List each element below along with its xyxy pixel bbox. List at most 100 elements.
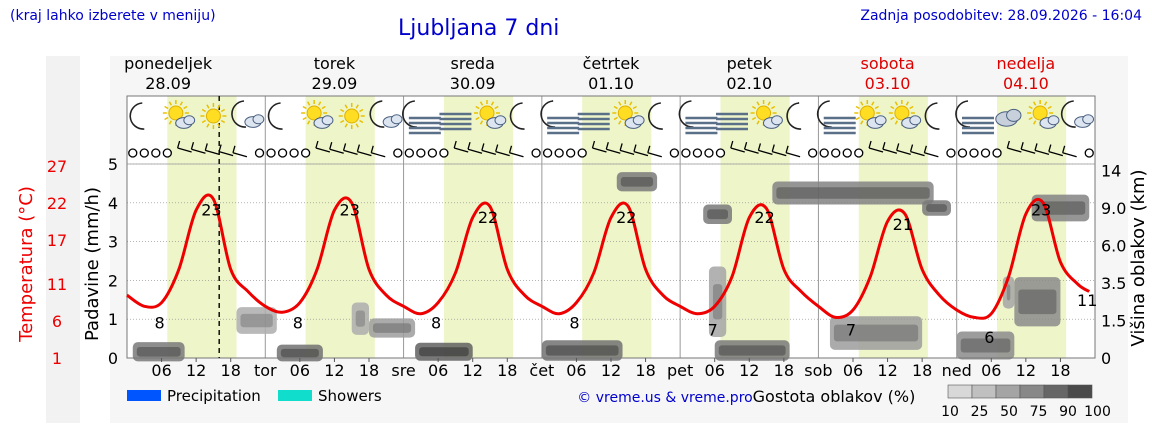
- temperature-extreme-label: 21: [893, 215, 913, 234]
- calm-wind-marker: [681, 148, 691, 158]
- wind-barb-shaft: [329, 148, 344, 154]
- temperature-extreme-label: 22: [754, 208, 774, 227]
- sun-ray: [168, 120, 173, 125]
- sun-ray: [201, 119, 207, 124]
- cloud-shape: [771, 115, 783, 126]
- calm-wind-marker: [854, 148, 864, 158]
- cloud-density-tick-label: 50: [1000, 404, 1018, 420]
- cloud-density-core: [280, 348, 319, 358]
- wind-barb-shaft: [1048, 150, 1063, 157]
- cloud-density-tick-label: 100: [1084, 404, 1111, 420]
- wind-barb-shaft: [592, 147, 607, 153]
- temperature-tick-label: 6: [52, 312, 62, 331]
- day-name: sreda: [451, 54, 495, 73]
- sun-ray: [179, 101, 184, 106]
- sun-ray: [220, 108, 226, 113]
- calm-wind-marker: [151, 148, 161, 158]
- sun-ray: [164, 116, 169, 121]
- hour-tick-label: 12: [324, 361, 344, 380]
- precip-tick-label: 0: [108, 349, 118, 368]
- calm-wind-marker: [427, 148, 438, 158]
- moon-icon: [267, 102, 283, 130]
- cloud-density-tick-label: 90: [1059, 404, 1077, 420]
- wind-barb-flag: [218, 144, 222, 152]
- precip-tick-label: 5: [108, 155, 118, 174]
- hour-tick-label: 12: [463, 361, 483, 380]
- cloud-density-core: [373, 323, 412, 333]
- wind-barb-shaft: [896, 149, 911, 156]
- sun-ray: [475, 116, 480, 121]
- cloud-density-core: [620, 176, 654, 187]
- hour-tick-label: 06: [566, 361, 586, 380]
- hour-tick-label: 06: [981, 361, 1001, 380]
- wind-barb-shaft: [481, 149, 497, 156]
- sun-disc: [756, 105, 772, 121]
- sun-ray: [756, 101, 760, 106]
- temperature-tick-label: 1: [52, 349, 62, 368]
- hour-tick-label: 06: [151, 361, 171, 380]
- wind-barb-shaft: [606, 148, 621, 154]
- temperature-extreme-label: 7: [708, 321, 718, 340]
- calm-wind-marker: [669, 148, 680, 158]
- precip-tick-label: 2: [108, 271, 118, 290]
- calm-wind-marker: [1084, 148, 1094, 158]
- wind-barb-flag: [190, 142, 195, 150]
- sun-ray: [201, 108, 207, 113]
- sun-ray: [629, 101, 633, 106]
- showers-legend-label: Showers: [318, 387, 382, 405]
- moon-fog-icon: [540, 100, 580, 135]
- hour-tick-label: 18: [635, 361, 655, 380]
- page-title: Ljubljana 7 dni: [398, 16, 560, 41]
- wind-barb-flag: [633, 144, 637, 152]
- sun-ray: [359, 119, 364, 124]
- wind-barb-shaft: [1020, 148, 1036, 154]
- temperature-extreme-label: 11: [1077, 291, 1097, 310]
- sun-cloud-icon: [162, 100, 196, 129]
- wind-barb-shaft: [744, 148, 759, 154]
- calm-wind-marker: [566, 148, 576, 158]
- day-abbr-label: sob: [804, 361, 832, 380]
- wind-barb-flag: [730, 140, 734, 149]
- daylight-band: [720, 96, 790, 358]
- hour-tick-label: 18: [774, 361, 794, 380]
- cloud-height-tick-label: 1.5: [1101, 312, 1126, 331]
- moon-icon: [648, 102, 663, 130]
- sun-ray: [306, 101, 311, 106]
- calm-wind-marker: [704, 148, 714, 158]
- sun-ray: [340, 108, 345, 113]
- wind-barb-flag: [370, 145, 374, 153]
- temperature-extreme-label: 6: [984, 328, 994, 347]
- cloud-density-core: [136, 346, 181, 357]
- cloud-density-swatch: [1019, 384, 1045, 399]
- wind-barb-flag: [757, 143, 762, 151]
- moon-fog-icon: [402, 100, 441, 135]
- day-abbr-label: sre: [391, 361, 415, 380]
- cloud-density-core: [776, 187, 930, 199]
- hour-tick-label: 18: [912, 361, 932, 380]
- cloud-density-core: [707, 209, 728, 220]
- cloud-shape: [252, 114, 265, 125]
- wind-barb-shaft: [343, 149, 358, 156]
- cloud-density-swatch: [995, 384, 1021, 399]
- sun-ray: [344, 104, 348, 109]
- wind-barb-shaft: [177, 147, 192, 153]
- day-date: 30.09: [450, 74, 496, 93]
- moon-cloud-icon: [1060, 100, 1095, 128]
- sun-ray: [613, 105, 618, 110]
- wind-barb-shaft: [509, 152, 524, 158]
- cloud-height-axis-title: Višina oblakov (km): [1128, 169, 1149, 346]
- temperature-tick-label: 11: [47, 275, 67, 294]
- sun-cloud-icon: [612, 100, 645, 129]
- moon-shape: [509, 102, 525, 130]
- sun-ray: [874, 105, 879, 110]
- fog-icon: [577, 112, 610, 131]
- hour-tick-label: 06: [428, 361, 448, 380]
- calm-wind-marker: [715, 148, 726, 158]
- sun-ray: [905, 101, 910, 106]
- hour-tick-label: 06: [705, 361, 725, 380]
- sun-ray: [494, 105, 499, 110]
- sun-ray: [613, 116, 618, 121]
- calm-wind-marker: [554, 148, 564, 158]
- wind-barb-flag: [909, 144, 914, 152]
- wind-barb-shaft: [357, 150, 372, 157]
